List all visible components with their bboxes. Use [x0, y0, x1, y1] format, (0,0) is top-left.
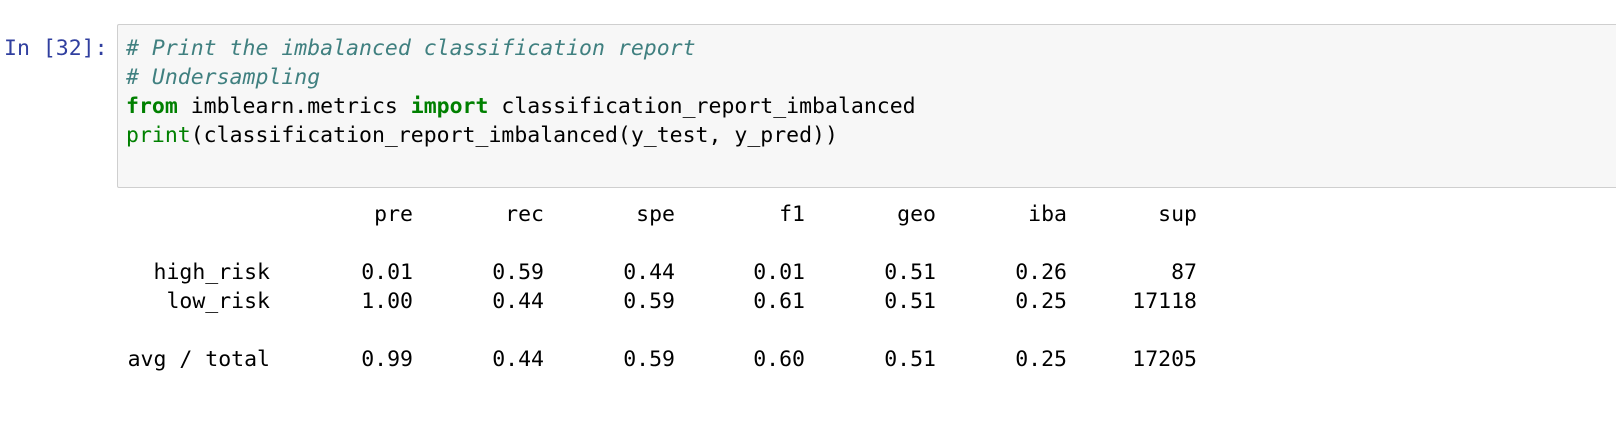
row-label: avg / total — [127, 346, 270, 372]
table-cell: 0.59 — [623, 346, 675, 372]
code-token: import — [410, 94, 489, 119]
code-token: # Print the imbalanced classification re… — [126, 36, 696, 61]
table-cell: 0.59 — [492, 259, 544, 285]
table-cell: 0.44 — [492, 346, 544, 372]
column-header: rec — [505, 201, 544, 227]
column-header: iba — [1028, 201, 1067, 227]
table-cell: 1.00 — [361, 288, 413, 314]
column-header: pre — [374, 201, 413, 227]
code-token: classification_report_imbalanced — [488, 94, 916, 119]
code-line: # Undersampling — [126, 63, 320, 92]
code-line: # Print the imbalanced classification re… — [126, 34, 696, 63]
table-cell: 0.01 — [361, 259, 413, 285]
code-line: print(classification_report_imbalanced(y… — [126, 121, 838, 150]
table-cell: 0.44 — [492, 288, 544, 314]
code-line: from imblearn.metrics import classificat… — [126, 92, 916, 121]
table-cell: 17118 — [1132, 288, 1197, 314]
code-token: print — [126, 123, 191, 148]
table-cell: 0.60 — [753, 346, 805, 372]
table-cell: 0.25 — [1015, 288, 1067, 314]
column-header: geo — [897, 201, 936, 227]
input-prompt: In [32]: — [4, 36, 108, 61]
table-cell: 17205 — [1132, 346, 1197, 372]
code-token: imblearn.metrics — [177, 94, 411, 119]
table-cell: 0.61 — [753, 288, 805, 314]
table-cell: 0.25 — [1015, 346, 1067, 372]
code-token: # Undersampling — [126, 65, 321, 90]
table-cell: 0.51 — [884, 346, 936, 372]
table-cell: 0.01 — [753, 259, 805, 285]
row-label: high_risk — [153, 259, 271, 285]
table-cell: 0.26 — [1015, 259, 1067, 285]
table-cell: 0.51 — [884, 259, 936, 285]
row-label: low_risk — [166, 288, 270, 314]
code-token: from — [126, 94, 178, 119]
table-cell: 0.44 — [623, 259, 675, 285]
table-cell: 0.51 — [884, 288, 936, 314]
table-cell: 0.59 — [623, 288, 675, 314]
code-token: (classification_report_imbalanced(y_test… — [190, 123, 838, 148]
column-header: sup — [1158, 201, 1197, 227]
column-header: f1 — [779, 201, 805, 227]
table-cell: 0.99 — [361, 346, 413, 372]
code-input[interactable] — [117, 24, 1616, 188]
column-header: spe — [636, 201, 675, 227]
table-cell: 87 — [1171, 259, 1197, 285]
